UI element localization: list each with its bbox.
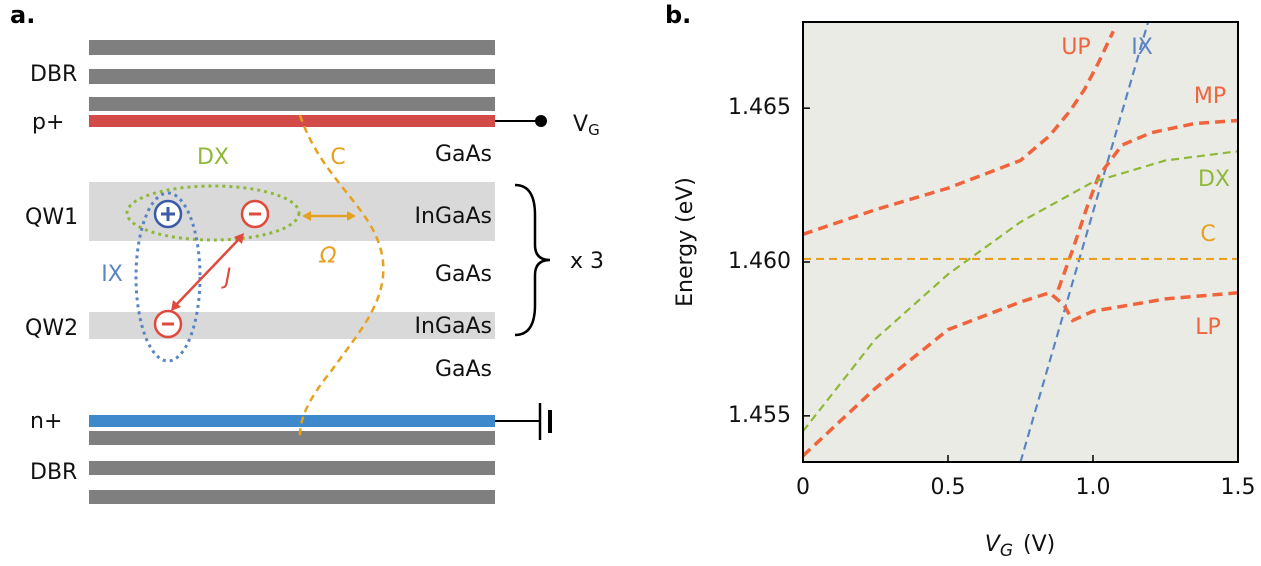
plot-lines	[803, 22, 1238, 462]
cavity-mode	[298, 114, 385, 437]
panel-b: b. Energy (eV) VG (V) 1.455 1.460 1.465 0 0.5…	[665, 1, 1256, 561]
fit-curve	[803, 30, 1115, 236]
omega-label: Ω	[319, 244, 337, 269]
panel-a: a. VG DBR p+ QW1 QW2 n+ DBR GaAs InGaAs …	[10, 1, 604, 504]
layer-label: p+	[32, 110, 64, 135]
material-label: GaAs	[435, 357, 492, 382]
fit-curve	[1056, 118, 1238, 291]
gate-sub: G	[588, 121, 600, 139]
dbr-layer	[89, 490, 495, 504]
dx-label: DX	[197, 145, 229, 170]
y-tick-label: 1.455	[728, 403, 791, 428]
fit-curve	[803, 290, 1238, 458]
x-axis-label: VG (V)	[985, 532, 1055, 561]
n-layer	[89, 415, 495, 427]
curve-label: DX	[1198, 167, 1230, 192]
panel-label: b.	[665, 1, 691, 29]
dbr-layer	[89, 461, 495, 475]
hole	[153, 199, 183, 229]
curve-label: LP	[1195, 315, 1221, 340]
y-axis-label: Energy (eV)	[673, 177, 698, 307]
x-label-unit: (V)	[1023, 532, 1055, 557]
ix-label: IX	[101, 262, 123, 287]
fit-curve	[1019, 22, 1150, 462]
gate-label: VG	[573, 112, 600, 139]
curve-label: IX	[1131, 35, 1153, 60]
j-label: J	[221, 265, 232, 290]
material-label: GaAs	[435, 262, 492, 287]
dbr-layer	[89, 431, 495, 445]
material-label: GaAs	[435, 142, 492, 167]
electron	[153, 309, 183, 339]
x-tick-label: 0	[796, 475, 810, 500]
dbr-layer	[89, 97, 495, 111]
gate-contact	[535, 115, 547, 127]
x-label-sub: G	[1000, 541, 1013, 561]
gate-main: V	[573, 112, 588, 137]
curve-label: C	[1200, 222, 1215, 247]
layer-label: QW2	[25, 316, 78, 341]
curve-label: UP	[1061, 35, 1090, 60]
curve-label: MP	[1194, 84, 1226, 109]
dx-ellipse	[125, 184, 301, 242]
layer-label: n+	[30, 409, 62, 434]
tunneling-arrow	[171, 233, 244, 311]
y-tick-label: 1.460	[728, 249, 791, 274]
x-tick-label: 0.5	[931, 475, 966, 500]
brace	[514, 183, 551, 337]
plot-frame	[802, 21, 1239, 463]
layer-label: DBR	[30, 62, 77, 87]
fit-curve	[803, 150, 1238, 432]
material-label: InGaAs	[415, 204, 492, 229]
x-label-main: V	[985, 532, 1002, 557]
y-tick-label: 1.465	[728, 95, 791, 120]
ix-ellipse	[134, 191, 202, 363]
panel-label: a.	[10, 1, 35, 29]
layer-label: DBR	[30, 460, 77, 485]
dbr-layer	[89, 40, 495, 55]
x-tick-label: 1.0	[1076, 475, 1111, 500]
material-label: InGaAs	[415, 314, 492, 339]
c-label: C	[330, 145, 345, 170]
x-tick-label: 1.5	[1221, 475, 1256, 500]
p-layer	[89, 115, 495, 127]
layer-label: QW1	[25, 205, 78, 230]
electron	[240, 199, 270, 229]
dbr-layer	[89, 69, 495, 84]
coupling-arrow	[302, 211, 356, 221]
repeat-label: x 3	[570, 249, 604, 274]
